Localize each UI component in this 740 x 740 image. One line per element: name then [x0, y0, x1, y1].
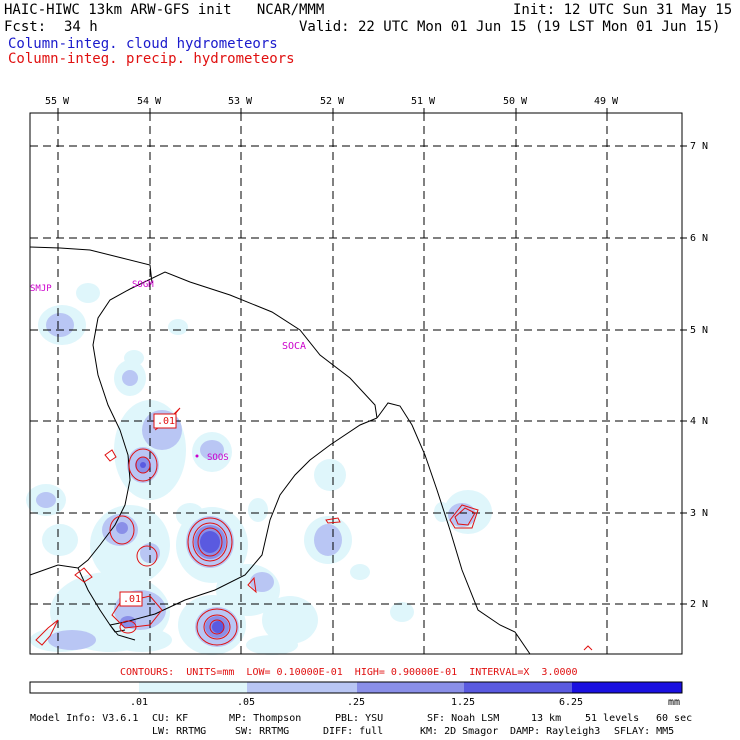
colorbar-tick: .05 — [237, 697, 256, 708]
model-info: SF: Noah LSM — [427, 713, 500, 724]
model-info: 51 levels — [585, 713, 640, 724]
lat-label: 6 N — [690, 233, 709, 244]
contour-labels — [119, 413, 177, 607]
colorbar — [29, 681, 683, 694]
model-info: SFLAY: MM5 — [614, 726, 675, 737]
colorbar-tick: .01 — [130, 697, 149, 708]
model-info: MP: Thompson — [229, 713, 302, 724]
lat-label: 3 N — [690, 508, 709, 519]
lon-label: 54 W — [137, 96, 162, 107]
model-info: SW: RRTMG — [235, 726, 290, 737]
model-info: 13 km — [531, 713, 562, 724]
model-info: CU: KF — [152, 713, 189, 724]
station-label: SOGM — [132, 280, 154, 290]
lat-label: 5 N — [690, 325, 709, 336]
lon-label: 49 W — [594, 96, 619, 107]
plot-title: HAIC-HIWC 13km ARW-GFS init NCAR/MMM — [4, 2, 325, 18]
colorbar-tick: .25 — [347, 697, 366, 708]
contour-label-text: .01 — [157, 416, 176, 427]
field-cloud-hydrometeors: Column-integ. cloud hydrometeors — [8, 36, 278, 52]
field-precip-hydrometeors: Column-integ. precip. hydrometeors — [8, 51, 295, 67]
lon-label: 50 W — [503, 96, 528, 107]
model-info: Model Info: V3.6.1 — [30, 713, 139, 724]
contours-info: CONTOURS: UNITS=mm LOW= 0.10000E-01 HIGH… — [120, 667, 578, 678]
station-label: SOCA — [282, 341, 307, 352]
model-info: PBL: YSU — [335, 713, 384, 724]
forecast-label: Fcst: — [4, 19, 47, 35]
model-info: LW: RRTMG — [152, 726, 207, 737]
lat-label: 2 N — [690, 599, 709, 610]
colorbar-tick: 1.25 — [451, 697, 476, 708]
lon-label: 52 W — [320, 96, 345, 107]
contour-label-text: .01 — [123, 594, 142, 605]
valid-time: Valid: 22 UTC Mon 01 Jun 15 (19 LST Mon … — [299, 19, 721, 35]
station-label: SMJP — [30, 284, 52, 294]
model-info: 60 sec — [656, 713, 693, 724]
model-info: DAMP: Rayleigh3 — [510, 726, 601, 737]
lat-label: 4 N — [690, 416, 709, 427]
model-info: KM: 2D Smagor — [420, 726, 499, 737]
init-time: Init: 12 UTC Sun 31 May 15 — [513, 2, 733, 18]
colorbar-tick: 6.25 — [559, 697, 584, 708]
lat-label: 7 N — [690, 141, 709, 152]
lon-label: 51 W — [411, 96, 436, 107]
cloud-hydrometeor-shading — [26, 283, 492, 655]
lon-label: 53 W — [228, 96, 253, 107]
model-info: DIFF: full — [323, 726, 384, 737]
station-label: SOOS — [207, 453, 229, 463]
station-marker — [195, 454, 199, 458]
lon-label: 55 W — [45, 96, 70, 107]
forecast-hours: 34 h — [64, 19, 98, 35]
colorbar-units: mm — [668, 697, 681, 708]
